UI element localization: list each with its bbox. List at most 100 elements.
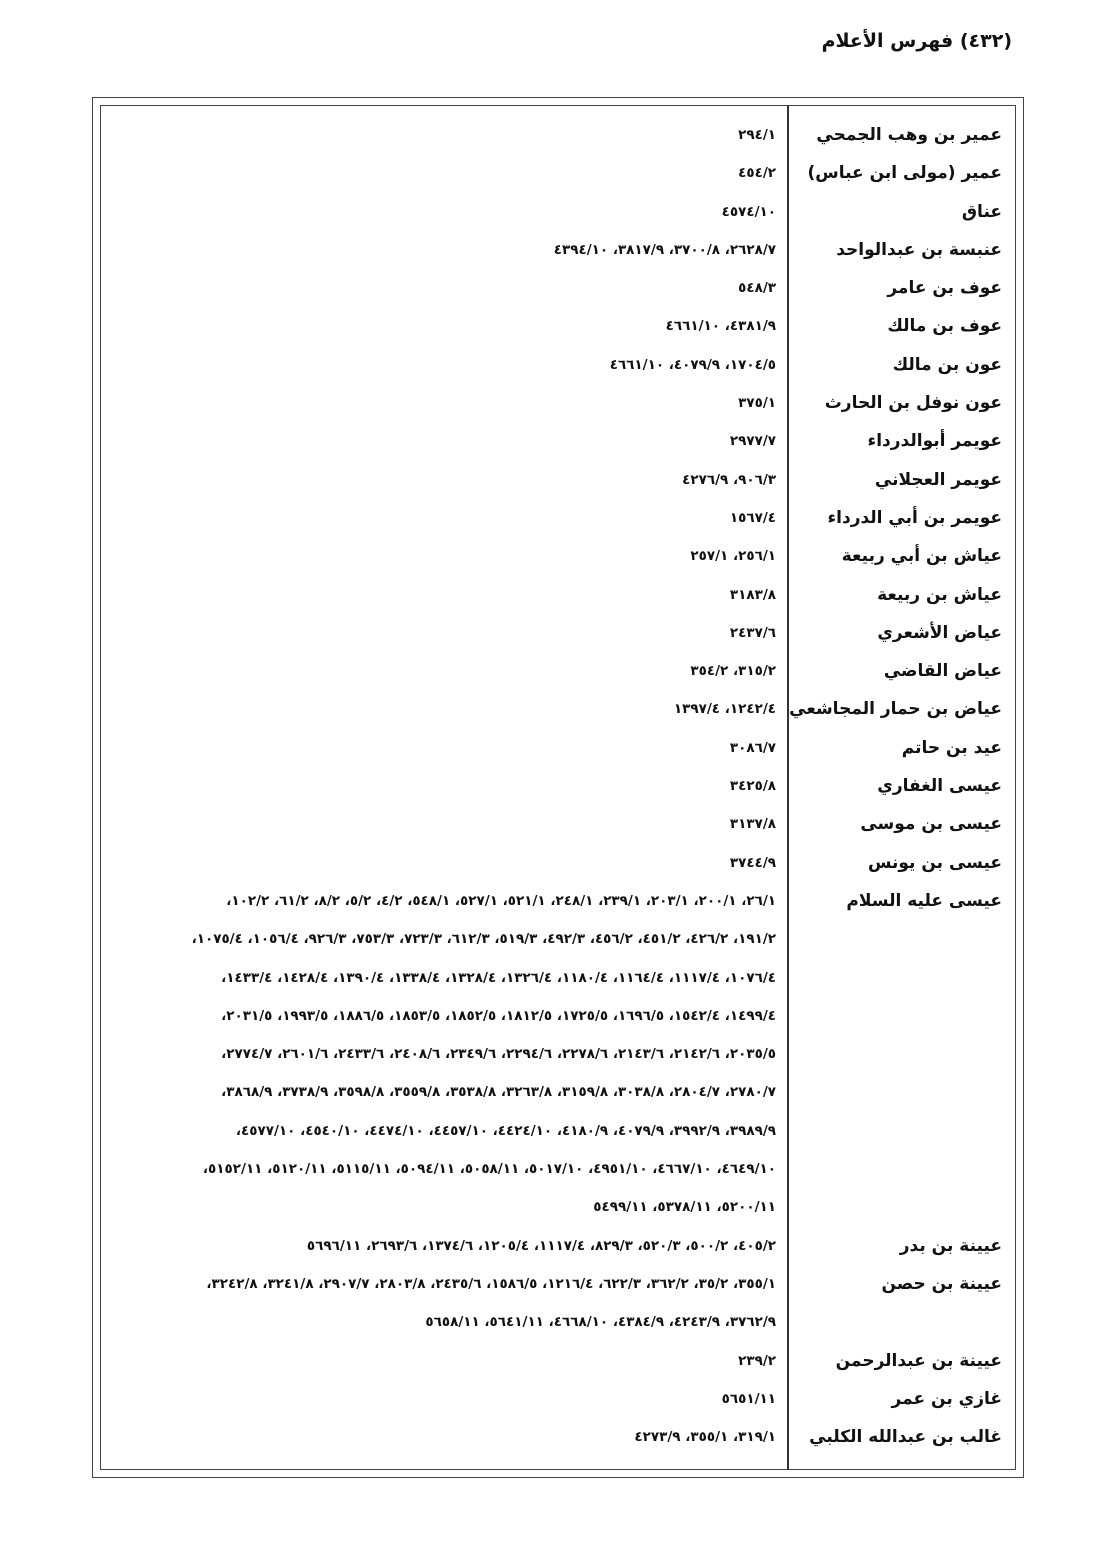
entry-line: ٥٤٩٩/١١ ،٥٣٧٨/١١ ،٥٢٠٠/١١ [0, 1188, 1116, 1226]
index-entry: غالب بن عبدالله الكلبي ٤٢٧٣/٩ ،٣٥٥/١ ،٣١٩… [0, 1418, 1116, 1456]
entry-references: ٣١٨٣/٨ [729, 586, 776, 603]
entry-references: ٥٤٩٩/١١ ،٥٣٧٨/١١ ،٥٢٠٠/١١ [593, 1199, 776, 1216]
index-entry: عوف بن مالك ٤٦٦١/١٠ ،٤٣٨١/٩ [0, 307, 1116, 345]
entry-references: ٣٧٥/١ [738, 395, 776, 412]
entry-name: عوف بن مالك [887, 316, 1002, 337]
index-entry: عياش بن أبي ربيعة ٢٥٧/١ ،٢٥٦/١ [0, 537, 1116, 575]
index-table-inner-border [100, 105, 1016, 1470]
entry-line: ،٥١٥٢/١١ ،٥١٢٠/١١ ،٥١١٥/١١ ،٥٠٩٤/١١ ،٥٠٥… [0, 1150, 1116, 1188]
entry-references: ،١٠٧٥/٤ ،١٠٥٦/٤ ،٩٢٦/٣ ،٧٥٣/٣ ،٧٢٣/٣ ،٦١… [191, 931, 776, 948]
entry-line: ٣١٨٣/٨ [0, 576, 1116, 614]
index-entry: عيسى بن موسى ٣١٣٧/٨ [0, 805, 1116, 843]
entry-line: ٤٦٦١/١٠ ،٤٣٨١/٩ [0, 307, 1116, 345]
entry-references: ٢٩٤/١ [738, 127, 776, 143]
index-entry: عيينة بن عبدالرحمن ٢٣٩/٢ [0, 1342, 1116, 1380]
entry-line: ،١٤٣٣/٤ ،١٤٢٨/٤ ،١٣٩٠/٤ ،١٣٣٨/٤ ،١٣٢٨/٤ … [0, 959, 1116, 997]
entry-name: عيينة بن حصن [881, 1273, 1002, 1294]
entry-name: عويمر أبوالدرداء [867, 431, 1002, 452]
entry-references: ،١٤٣٣/٤ ،١٤٢٨/٤ ،١٣٩٠/٤ ،١٣٣٨/٤ ،١٣٢٨/٤ … [221, 969, 776, 986]
entry-line: ٣١٣٧/٨ [0, 805, 1116, 843]
index-entry: عيسى الغفاري ٣٤٢٥/٨ [0, 767, 1116, 805]
entry-references: ٥٦٥٨/١١ ،٥٦٤١/١١ ،٤٦٦٨/١٠ ،٤٣٨٤/٩ ،٤٢٤٣/… [425, 1314, 776, 1331]
entry-name: عيد بن حاتم [901, 737, 1002, 758]
index-entry: عون نوفل بن الحارث ٣٧٥/١ [0, 384, 1116, 422]
index-entry: عياش بن ربيعة ٣١٨٣/٨ [0, 576, 1116, 614]
entry-line: ،٤٥٧٧/١٠ ،٤٥٤٠/١٠ ،٤٤٧٤/١٠ ،٤٤٥٧/١٠ ،٤٤٢… [0, 1112, 1116, 1150]
index-entry: عنبسة بن عبدالواحد ٤٣٩٤/١٠ ،٣٨١٧/٩ ،٣٧٠٠/… [0, 231, 1116, 269]
entry-references: ،٣٨٦٨/٩ ،٣٧٣٨/٩ ،٣٥٩٨/٨ ،٣٥٥٩/٨ ،٣٥٣٨/٨ … [221, 1084, 776, 1101]
entry-references: ٢٥٧/١ ،٢٥٦/١ [690, 548, 776, 565]
entry-references: ،٣٢٤٢/٨ ،٣٢٤١/٨ ،٢٩٠٧/٧ ،٢٨٠٣/٨ ،٢٤٣٥/٦ … [206, 1275, 776, 1292]
entry-references: ٣٥٤/٢ ،٣١٥/٢ [690, 663, 776, 680]
index-entry: عون بن مالك ٤٦٦١/١٠ ،٤٠٧٩/٩ ،١٧٠٤/٥ [0, 346, 1116, 384]
entry-references: ٣١٣٧/٨ [729, 816, 776, 833]
index-entry: عويمر أبوالدرداء ٢٩٧٧/٧ [0, 422, 1116, 460]
entry-references: ١٣٩٧/٤ ،١٢٤٢/٤ [673, 701, 776, 718]
entry-name: عيينة بن عبدالرحمن [835, 1350, 1002, 1371]
entry-references: ٣٤٢٥/٨ [729, 778, 776, 795]
entry-line: ٣٧٤٤/٩ [0, 844, 1116, 882]
entry-name: عمير (مولى ابن عباس) [807, 163, 1003, 184]
entry-line: ١٣٩٧/٤ ،١٢٤٢/٤ [0, 690, 1116, 728]
entry-line: ٥٦٥٨/١١ ،٥٦٤١/١١ ،٤٦٦٨/١٠ ،٤٣٨٤/٩ ،٤٢٤٣/… [0, 1303, 1116, 1341]
entry-references: ،٥١٥٢/١١ ،٥١٢٠/١١ ،٥١١٥/١١ ،٥٠٩٤/١١ ،٥٠٥… [202, 1161, 776, 1178]
index-entry: عيسى بن يونس ٣٧٤٤/٩ [0, 844, 1116, 882]
entry-name: غالب بن عبدالله الكلبي [809, 1427, 1002, 1448]
index-entry: غازي بن عمر ٥٦٥١/١١ [0, 1380, 1116, 1418]
entry-line: ٣٥٤/٢ ،٣١٥/٢ [0, 652, 1116, 690]
entry-references: ٥٦٩٦/١١ ،٢٦٩٣/٦ ،١٣٧٤/٦ ،١٢٠٥/٤ ،١١١٧/٤ … [306, 1237, 776, 1254]
entry-line: ،١٠٧٥/٤ ،١٠٥٦/٤ ،٩٢٦/٣ ،٧٥٣/٣ ،٧٢٣/٣ ،٦١… [0, 920, 1116, 958]
entry-references: ٤٢٧٣/٩ ،٣٥٥/١ ،٣١٩/١ [634, 1429, 776, 1446]
entry-name: عون بن مالك [892, 354, 1002, 375]
entry-references: ،٢٧٧٤/٧ ،٢٦٠١/٦ ،٢٤٣٣/٦ ،٢٤٠٨/٦ ،٢٣٤٩/٦ … [221, 1046, 776, 1063]
entry-line: ،٣٨٦٨/٩ ،٣٧٣٨/٩ ،٣٥٩٨/٨ ،٣٥٥٩/٨ ،٣٥٣٨/٨ … [0, 1073, 1116, 1111]
entry-references: ٢٤٣٧/٦ [729, 624, 776, 641]
entry-line: ٣٠٨٦/٧ [0, 729, 1116, 767]
entry-line: ٤٢٧٣/٩ ،٣٥٥/١ ،٣١٩/١ [0, 1418, 1116, 1456]
entry-line: ٣٤٢٥/٨ [0, 767, 1116, 805]
entry-references: ٤٥٧٤/١٠ [721, 203, 776, 220]
index-entry: عمير (مولى ابن عباس) ٤٥٤/٢ [0, 154, 1116, 192]
entry-references: ١٥٦٧/٤ [729, 509, 776, 526]
entry-line: ٢٤٣٧/٦ [0, 614, 1116, 652]
entry-name: عيسى بن يونس [867, 852, 1002, 873]
entry-references: ،٤٥٧٧/١٠ ،٤٥٤٠/١٠ ،٤٤٧٤/١٠ ،٤٤٥٧/١٠ ،٤٤٢… [235, 1122, 776, 1139]
index-entries: عمير بن وهب الجمحي ٢٩٤/١ عمير (مولى ابن عب… [0, 116, 1116, 1456]
entry-references: ٢٩٧٧/٧ [729, 433, 776, 450]
entry-line: ٢٩٧٧/٧ [0, 422, 1116, 460]
index-entry: عناق ٤٥٧٤/١٠ [0, 193, 1116, 231]
index-entry: عياض القاضي ٣٥٤/٢ ،٣١٥/٢ [0, 652, 1116, 690]
index-entry: عياض الأشعري ٢٤٣٧/٦ [0, 614, 1116, 652]
index-entry: عياض بن حمار المجاشعي ١٣٩٧/٤ ،١٢٤٢/٤ [0, 690, 1116, 728]
page-header-title: (٤٣٢) فهرس الأعلام [821, 30, 1012, 52]
entry-line: ٣٧٥/١ [0, 384, 1116, 422]
entry-references: ،١٠٢/٢ ،٦١/٢ ،٨/٢ ،٥/٢ ،٤/٢ ،٥٤٨/١ ،٥٢٧/… [226, 892, 776, 909]
index-entry: عيينة بن حصن ،٣٢٤٢/٨ ،٣٢٤١/٨ ،٢٩٠٧/٧ ،٢٨٠… [0, 1265, 1116, 1342]
entry-line: ٢٥٧/١ ،٢٥٦/١ [0, 537, 1116, 575]
entry-line: ٤٥٤/٢ [0, 154, 1116, 192]
index-entry: عيينة بن بدر ٥٦٩٦/١١ ،٢٦٩٣/٦ ،١٣٧٤/٦ ،١٢٠… [0, 1227, 1116, 1265]
entry-name: عياش بن أبي ربيعة [841, 546, 1002, 567]
index-entry: عيد بن حاتم ٣٠٨٦/٧ [0, 729, 1116, 767]
entry-references: ٤٥٤/٢ [738, 165, 776, 182]
entry-line: ٤٢٧٦/٩ ،٩٠٦/٣ [0, 461, 1116, 499]
entry-line: ٤٦٦١/١٠ ،٤٠٧٩/٩ ،١٧٠٤/٥ [0, 346, 1116, 384]
entry-name: عون نوفل بن الحارث [824, 393, 1002, 414]
entry-references: ٥٤٨/٣ [738, 280, 776, 297]
index-entry: عويمر بن أبي الدرداء ١٥٦٧/٤ [0, 499, 1116, 537]
entry-line: ،٢٧٧٤/٧ ،٢٦٠١/٦ ،٢٤٣٣/٦ ،٢٤٠٨/٦ ،٢٣٤٩/٦ … [0, 1035, 1116, 1073]
index-entry: عمير بن وهب الجمحي ٢٩٤/١ [0, 116, 1116, 154]
column-divider [787, 105, 789, 1470]
entry-line: ،٣٢٤٢/٨ ،٣٢٤١/٨ ،٢٩٠٧/٧ ،٢٨٠٣/٨ ،٢٤٣٥/٦ … [0, 1265, 1116, 1303]
entry-name: عوف بن عامر [887, 278, 1002, 299]
index-entry: عويمر العجلاني ٤٢٧٦/٩ ،٩٠٦/٣ [0, 461, 1116, 499]
entry-name: عيينة بن بدر [899, 1235, 1002, 1256]
entry-line: ٤٣٩٤/١٠ ،٣٨١٧/٩ ،٣٧٠٠/٨ ،٢٦٢٨/٧ [0, 231, 1116, 269]
entry-references: ٤٦٦١/١٠ ،٤٣٨١/٩ [665, 318, 776, 335]
entry-line: ٥٦٩٦/١١ ،٢٦٩٣/٦ ،١٣٧٤/٦ ،١٢٠٥/٤ ،١١١٧/٤ … [0, 1227, 1116, 1265]
entry-line: ٥٤٨/٣ [0, 269, 1116, 307]
entry-references: ٥٦٥١/١١ [721, 1390, 776, 1407]
index-entry: عوف بن عامر ٥٤٨/٣ [0, 269, 1116, 307]
entry-name: عنبسة بن عبدالواحد [836, 239, 1002, 260]
entry-name: عياض بن حمار المجاشعي [789, 699, 1002, 720]
